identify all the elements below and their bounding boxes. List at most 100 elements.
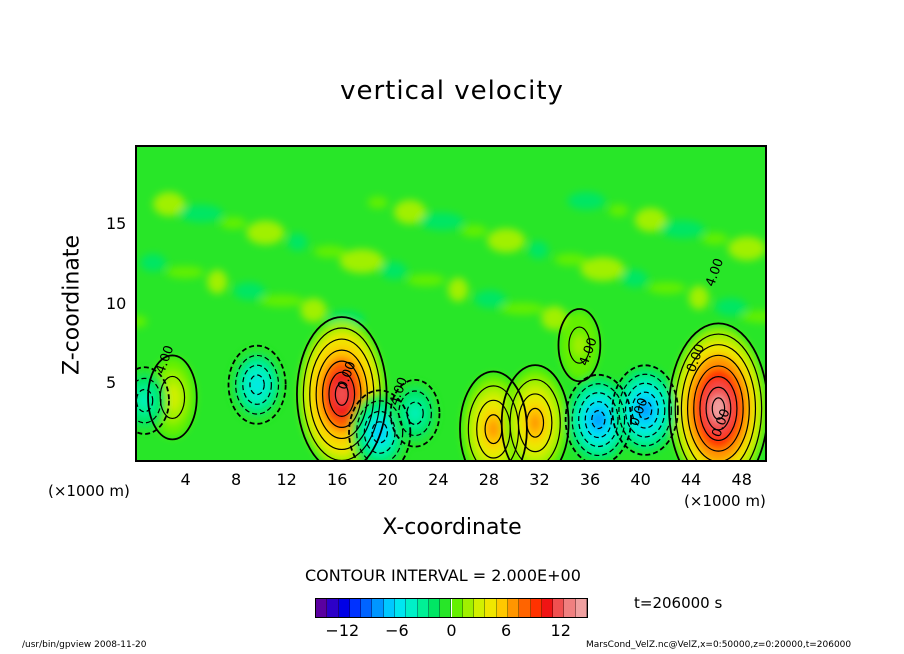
turbulence-patch [701,232,728,245]
turbulence-patch [741,310,765,323]
negative-contour [363,410,396,454]
turbulence-patch [233,282,266,301]
colorbar-swatch [440,599,452,617]
turbulence-patch [287,233,308,252]
negative-contour [637,400,653,420]
turbulence-patch [420,212,465,231]
positive-contour [309,338,375,451]
negative-contour [611,364,679,456]
positive-contour [459,370,528,460]
turbulence-patch [207,269,228,294]
turbulence-patch [339,249,384,274]
x-tick-label: 44 [680,470,702,489]
positive-contour [674,333,763,460]
x-tick-label: 40 [630,470,651,489]
colorbar-tick-label: 6 [501,621,512,640]
positive-contour [147,354,198,441]
turbulence-patch [688,285,709,310]
turbulence-patch [647,282,686,295]
x-unit-right: (×1000 m) [684,492,766,510]
negative-contour [137,377,162,424]
turbulence-patch [714,298,747,317]
turbulence-patch [313,245,346,258]
colorbar-swatch [349,599,362,617]
colorbar-swatch [428,599,441,617]
x-tick-label: 16 [327,470,348,489]
turbulence-patch [474,290,507,309]
colorbar-tick-label: −6 [385,621,409,640]
positive-contour [159,375,186,420]
colorbar-swatch [507,599,520,617]
negative-contour [578,392,619,448]
y-tick-label: 10 [106,293,127,313]
negative-contour [624,382,666,438]
x-tick-label: 24 [428,470,449,489]
contour-interval-label: CONTOUR INTERVAL = 2.000E+00 [305,566,581,585]
negative-contour [591,410,606,430]
positive-contour [296,316,388,460]
turbulence-patch [500,302,545,315]
x-tick-label: 12 [276,470,297,489]
turbulence-patch [608,204,629,217]
turbulence-patch [137,315,147,328]
updraft-level [529,413,541,432]
y-tick-label: 15 [106,214,127,234]
negative-contour [631,391,659,429]
colorbar-swatch [395,599,407,617]
turbulence-patch [406,274,445,287]
colorbar-swatch [372,599,384,617]
chart-title: vertical velocity [340,76,564,106]
x-axis-label: X-coordinate [382,515,522,540]
negative-contour [389,378,441,448]
negative-contour [618,373,672,447]
positive-contour [509,378,561,460]
positive-contour [517,393,553,453]
colorbar-swatch [564,599,576,617]
x-tick-label: 32 [529,470,550,489]
updraft-level [488,419,499,439]
colorbar-swatch [361,599,373,617]
colorbar-swatch [406,599,418,617]
positive-contour [668,322,765,460]
footer-source: MarsCond_VelZ.nc@VelZ,x=0:50000,z=0:2000… [586,640,852,650]
colorbar-swatch [316,599,328,617]
negative-contour [249,374,265,396]
downdraft-level [593,412,604,427]
x-tick-label: 36 [579,470,601,489]
turbulence-patch [461,225,488,238]
footer-command: /usr/bin/gpview 2008-11-20 [22,640,147,650]
positive-contour [500,364,570,460]
turbulence-patch [220,217,247,230]
downdraft-level [639,403,651,418]
positive-contour [321,360,362,428]
colorbar-swatch [383,599,396,617]
downdraft-level [411,407,419,419]
colorbar-swatch [338,599,350,617]
positive-contour [328,371,356,417]
turbulence-patch [393,199,426,224]
negative-contour [235,354,280,415]
colorbar-tick-label: −12 [325,621,360,640]
negative-contour [242,364,272,405]
negative-contour [137,366,170,435]
turbulence-patch [153,192,186,217]
turbulence-patch [660,220,705,239]
positive-contour [693,365,744,452]
colorbar-swatch [541,599,554,617]
colorbar-tick-label: 12 [550,621,571,640]
colorbar-swatch [519,599,531,617]
turbulence-patch [554,253,587,266]
colorbar-swatch [496,599,508,617]
negative-contour [348,389,412,460]
positive-contour [315,349,368,440]
y-axis-label: Z-coordinate [59,235,85,375]
negative-contour [406,401,424,426]
x-unit-left: (×1000 m) [48,482,130,500]
positive-contour [526,407,545,438]
turbulence-patch [728,236,765,261]
negative-contour [356,400,404,460]
colorbar-swatch [474,599,486,617]
x-tick-label: 48 [731,470,752,489]
x-tick-label: 8 [231,470,242,489]
updraft-level [334,381,349,407]
